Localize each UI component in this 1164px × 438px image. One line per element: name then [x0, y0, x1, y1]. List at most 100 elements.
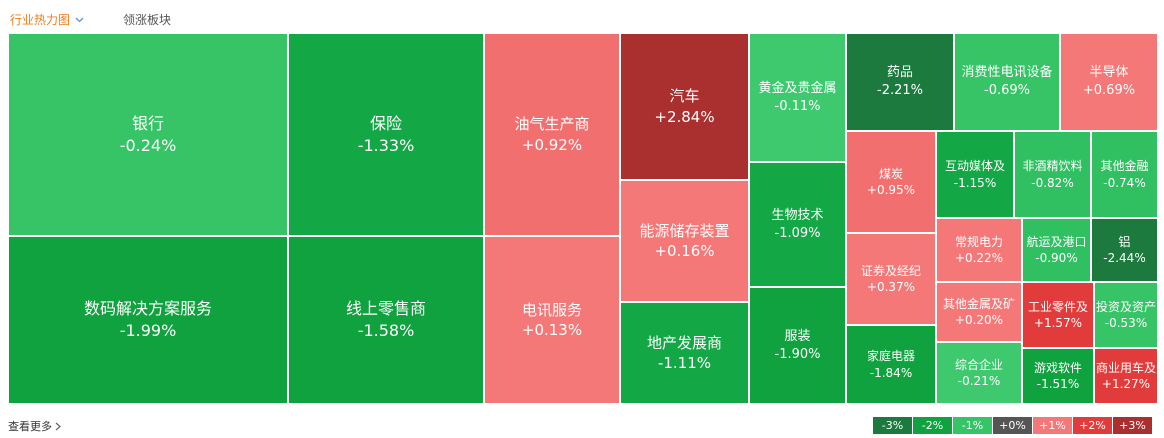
tile[interactable]: 工业零件及 +1.57% [1022, 282, 1094, 348]
tile[interactable]: 投资及资产 -0.53% [1094, 282, 1158, 348]
tile-name: 投资及资产 [1095, 299, 1156, 314]
tile-name: 商业用车及 [1095, 360, 1156, 375]
legend-item: -1% [953, 417, 993, 434]
tile-name: 数码解决方案服务 [83, 299, 212, 319]
tile-change: +0.95% [866, 183, 916, 197]
tile-name: 航运及港口 [1026, 234, 1087, 249]
legend-item: +1% [1033, 417, 1073, 434]
tile-change: -0.69% [984, 83, 1030, 98]
tab-active[interactable]: 行业热力图 [10, 11, 84, 28]
tile-change: -1.51% [1036, 377, 1080, 391]
tile-change: +0.92% [521, 135, 583, 154]
tile-name: 煤炭 [878, 166, 903, 181]
tile-name: 家庭电器 [866, 349, 915, 364]
more-link[interactable]: 查看更多 [8, 418, 61, 434]
tile[interactable]: 地产发展商 -1.11% [620, 302, 749, 404]
tile-name: 电讯服务 [521, 300, 582, 319]
tile-name: 综合企业 [954, 357, 1003, 372]
tile[interactable]: 能源储存装置 +0.16% [620, 180, 749, 302]
tile-name: 汽车 [669, 87, 700, 106]
tile-change: +0.22% [954, 251, 1004, 265]
tile[interactable]: 证券及经纪 +0.37% [846, 233, 936, 325]
tile[interactable]: 商业用车及 +1.27% [1094, 348, 1158, 404]
tile[interactable]: 银行 -0.24% [8, 33, 288, 236]
tile-change: -1.84% [869, 365, 913, 380]
tile-name: 半导体 [1089, 65, 1129, 81]
tile-name: 药品 [886, 65, 913, 81]
tile-name: 其他金属及矿 [942, 296, 1015, 311]
tile-name: 线上零售商 [345, 299, 426, 319]
tile-change: -0.74% [1103, 175, 1146, 190]
tile[interactable]: 服装 -1.90% [749, 287, 846, 404]
tile[interactable]: 油气生产商 +0.92% [484, 33, 620, 236]
tile-change: -0.24% [119, 135, 177, 155]
tile-change: +0.13% [521, 321, 583, 339]
more-label: 查看更多 [8, 420, 52, 433]
tile-name: 生物技术 [771, 207, 824, 223]
tile[interactable]: 家庭电器 -1.84% [846, 325, 936, 404]
tile[interactable]: 其他金属及矿 +0.20% [936, 282, 1022, 342]
tile-name: 非酒精饮料 [1022, 159, 1083, 174]
tile[interactable]: 保险 -1.33% [288, 33, 484, 236]
legend-item: +2% [1073, 417, 1113, 434]
tile-change: -1.90% [774, 346, 821, 362]
tile[interactable]: 药品 -2.21% [846, 33, 954, 131]
arrow [55, 422, 61, 430]
tile-change: +1.57% [1033, 316, 1083, 330]
tile-name: 游戏软件 [1033, 360, 1082, 375]
tile-change: -0.21% [957, 374, 1001, 388]
tile[interactable]: 煤炭 +0.95% [846, 131, 936, 233]
legend: -3% -2% -1% +0% +1% +2% +3% [873, 417, 1153, 434]
tile[interactable]: 非酒精饮料 -0.82% [1014, 131, 1091, 218]
legend-item: +0% [993, 417, 1033, 434]
tile-change: +0.20% [954, 313, 1004, 327]
tile-change: +1.27% [1101, 377, 1151, 391]
tile-name: 互动媒体及 [944, 159, 1005, 174]
tile-name: 保险 [369, 113, 402, 133]
tile[interactable]: 电讯服务 +0.13% [484, 236, 620, 404]
tile[interactable]: 游戏软件 -1.51% [1022, 348, 1094, 404]
legend-item: -3% [873, 417, 913, 434]
tile-name: 消费性电讯设备 [961, 65, 1053, 81]
tile-change: +0.69% [1082, 83, 1136, 98]
tile-change: -0.11% [774, 98, 821, 114]
tile-name: 能源储存装置 [639, 221, 730, 240]
tile[interactable]: 半导体 +0.69% [1060, 33, 1158, 131]
tile[interactable]: 互动媒体及 -1.15% [936, 131, 1014, 218]
tile-name: 银行 [131, 113, 164, 133]
tile[interactable]: 消费性电讯设备 -0.69% [954, 33, 1060, 131]
tile[interactable]: 综合企业 -0.21% [936, 342, 1022, 404]
tile-change: -0.90% [1035, 251, 1078, 265]
tile-change: -1.58% [357, 321, 415, 340]
chevron [75, 17, 84, 22]
tile-change: +2.84% [654, 107, 715, 126]
tile[interactable]: 生物技术 -1.09% [749, 162, 846, 287]
tile[interactable]: 黄金及贵金属 -0.11% [749, 33, 846, 162]
tile-name: 工业零件及 [1027, 299, 1088, 314]
tile-name: 地产发展商 [646, 333, 722, 352]
tile-change: -2.44% [1103, 251, 1146, 265]
tile-change: -2.21% [877, 83, 923, 98]
tile-name: 服装 [784, 328, 811, 344]
tile-name: 铝 [1118, 234, 1131, 249]
tab-label: 行业热力图 [10, 13, 71, 27]
tile[interactable]: 常规电力 +0.22% [936, 218, 1022, 282]
tile-change: -1.11% [657, 354, 712, 372]
tile-name: 黄金及贵金属 [758, 80, 837, 96]
tile[interactable]: 线上零售商 -1.58% [288, 236, 484, 404]
tile-change: -1.15% [953, 175, 997, 190]
tile-name: 其他金融 [1100, 159, 1149, 174]
tile[interactable]: 数码解决方案服务 -1.99% [8, 236, 288, 404]
tile-change: +0.16% [654, 242, 715, 260]
tile-change: +0.37% [866, 280, 916, 294]
tile[interactable]: 汽车 +2.84% [620, 33, 749, 180]
tile-change: -1.09% [774, 225, 821, 241]
tile[interactable]: 铝 -2.44% [1091, 218, 1158, 282]
tile[interactable]: 航运及港口 -0.90% [1022, 218, 1091, 282]
tab[interactable]: 领涨板块 [123, 13, 172, 27]
tile-change: -0.53% [1104, 316, 1148, 330]
tile-change: -0.82% [1031, 175, 1074, 190]
tile-change: -1.99% [119, 321, 177, 340]
tile[interactable]: 其他金融 -0.74% [1091, 131, 1158, 218]
